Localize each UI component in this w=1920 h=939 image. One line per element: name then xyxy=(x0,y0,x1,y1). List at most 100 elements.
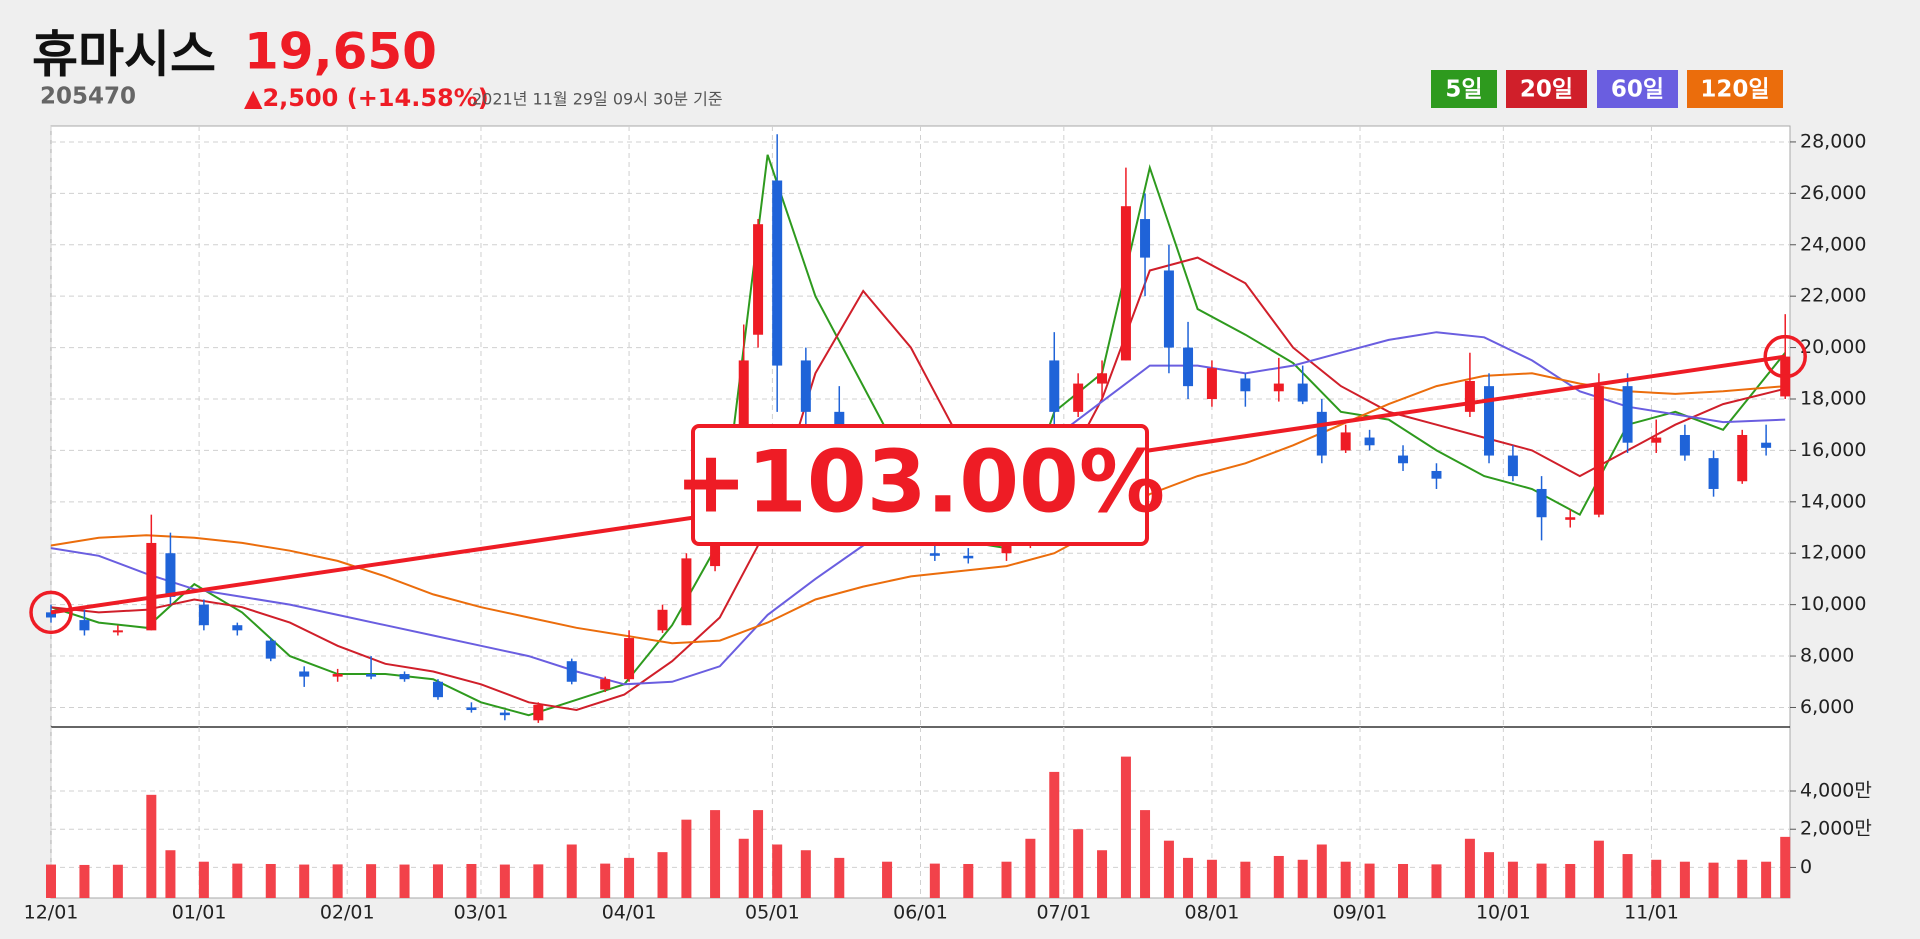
candle-body xyxy=(1049,360,1060,412)
candle-body xyxy=(46,612,56,618)
volume-bar xyxy=(1297,859,1308,898)
y-tick-label: 2,000만 xyxy=(1800,818,1872,840)
volume-bar xyxy=(1097,850,1108,898)
volume-bar xyxy=(1708,862,1719,898)
annotation-text: +103.00% xyxy=(675,432,1165,532)
candle-body xyxy=(1398,455,1409,464)
legend-label[interactable]: 20일 xyxy=(1520,77,1573,103)
candle-body xyxy=(1206,368,1217,399)
legend-button[interactable] xyxy=(1597,70,1678,108)
candle-body xyxy=(466,707,477,711)
volume-bar xyxy=(399,864,410,898)
x-tick-label: 04/01 xyxy=(602,902,657,924)
candle-body xyxy=(1183,347,1194,387)
y-tick-label: 18,000 xyxy=(1800,387,1866,409)
candle-body xyxy=(1364,437,1375,446)
candle-body xyxy=(366,674,377,677)
volume-bar xyxy=(265,863,276,898)
annotation-box xyxy=(691,424,1149,546)
candle-body xyxy=(399,674,410,680)
volume-bar xyxy=(1651,859,1662,898)
x-tick-label: 12/01 xyxy=(24,902,79,924)
volume-bar xyxy=(963,863,974,898)
candle-body xyxy=(332,674,343,677)
candle-body xyxy=(772,180,783,366)
y-tick-label: 16,000 xyxy=(1800,439,1866,461)
x-tick-label: 06/01 xyxy=(893,902,948,924)
y-tick-label: 10,000 xyxy=(1800,593,1866,615)
candle-body xyxy=(1536,488,1547,518)
volume-bar xyxy=(772,844,783,898)
y-tick-label: 0 xyxy=(1800,856,1812,878)
volume-bar xyxy=(1240,861,1251,898)
y-tick-label: 28,000 xyxy=(1800,130,1866,152)
volume-bar xyxy=(1593,840,1604,898)
candle-body xyxy=(79,620,90,631)
volume-bar xyxy=(1622,854,1633,898)
x-tick-label: 10/01 xyxy=(1476,902,1531,924)
legend-button[interactable] xyxy=(1506,70,1587,108)
volume-bar xyxy=(800,850,811,898)
candle-body xyxy=(929,553,940,556)
x-tick-label: 07/01 xyxy=(1036,902,1091,924)
candle-body xyxy=(1507,455,1518,477)
candle-body xyxy=(1622,386,1633,443)
volume-bar xyxy=(1049,771,1060,898)
candle-body xyxy=(1297,383,1308,402)
volume-bar xyxy=(232,863,243,898)
volume-bar xyxy=(1273,855,1284,898)
volume-bar xyxy=(710,810,721,898)
volume-bar xyxy=(299,864,310,898)
volume-bar xyxy=(1073,829,1084,898)
volume-bar xyxy=(1565,863,1576,898)
timestamp: 2021년 11월 29일 09시 30분 기준 xyxy=(472,90,723,109)
candle-body xyxy=(800,360,811,412)
candle-body xyxy=(232,625,243,631)
candle-body xyxy=(1708,458,1719,489)
candle-body xyxy=(1737,434,1748,482)
candle-body xyxy=(1565,517,1576,520)
volume-bar xyxy=(1737,859,1748,898)
candle-body xyxy=(1163,270,1174,348)
volume-bar xyxy=(432,864,443,898)
volume-bar xyxy=(657,852,668,898)
volume-bar xyxy=(1507,861,1518,898)
x-tick-label: 11/01 xyxy=(1624,902,1679,924)
legend-button[interactable] xyxy=(1431,70,1497,108)
y-tick-label: 6,000 xyxy=(1800,696,1854,718)
candle-body xyxy=(657,609,668,631)
x-tick-label: 08/01 xyxy=(1185,902,1240,924)
volume-bar xyxy=(834,857,845,898)
legend-label[interactable]: 60일 xyxy=(1611,77,1664,103)
candle-body xyxy=(1140,219,1151,258)
legend-label[interactable]: 5일 xyxy=(1445,77,1482,103)
y-tick-label: 22,000 xyxy=(1800,285,1866,307)
volume-bar xyxy=(753,810,764,898)
volume-bar xyxy=(1025,838,1036,898)
volume-bar xyxy=(600,863,611,898)
x-tick-label: 09/01 xyxy=(1333,902,1388,924)
moving-average-line xyxy=(50,372,1786,645)
legend-label[interactable]: 120일 xyxy=(1700,77,1769,103)
volume-bar xyxy=(112,864,123,898)
candle-body xyxy=(432,681,443,698)
trend-point-circle xyxy=(1763,334,1807,379)
candle-body xyxy=(1273,383,1284,392)
volume-bar xyxy=(929,863,940,898)
volume-bar xyxy=(738,838,749,898)
volume-bar xyxy=(332,864,343,898)
volume-bar xyxy=(882,861,893,898)
candle-body xyxy=(1431,470,1442,479)
candle-body xyxy=(1464,381,1475,412)
candle-body xyxy=(1593,386,1604,515)
volume-bar xyxy=(146,794,157,898)
candle-body xyxy=(1097,373,1108,384)
legend-button[interactable] xyxy=(1687,70,1783,108)
volume-bar xyxy=(79,864,90,898)
stock-code: 205470 xyxy=(40,84,136,110)
volume-bar xyxy=(1140,810,1151,898)
volume-bar xyxy=(466,863,477,898)
volume-bar xyxy=(1536,863,1547,898)
candle-body xyxy=(1073,383,1084,412)
